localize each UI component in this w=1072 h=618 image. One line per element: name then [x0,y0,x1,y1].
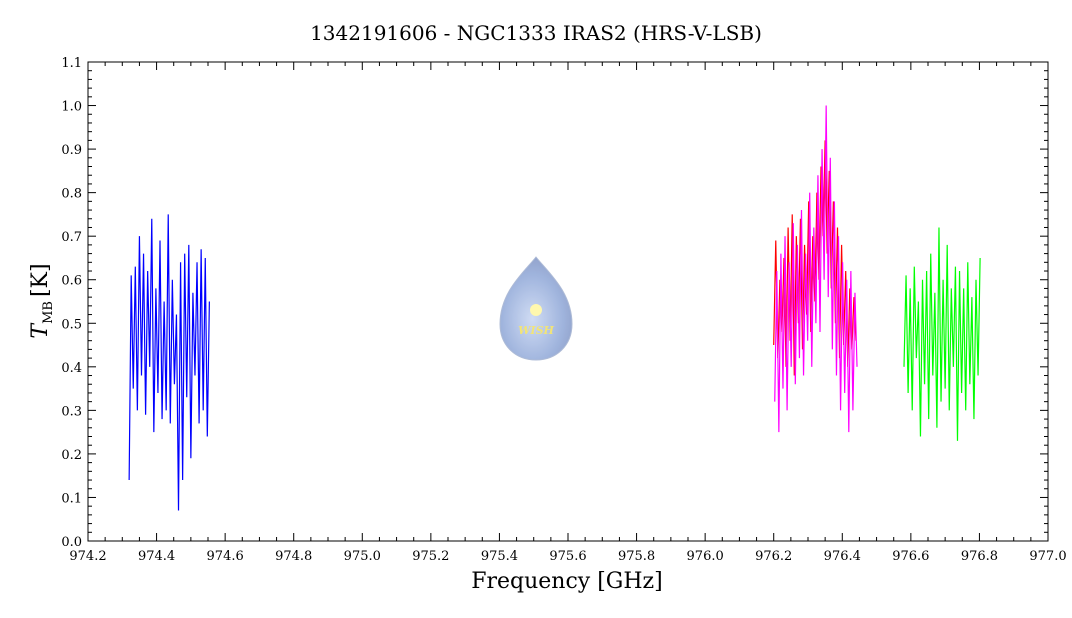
y-label-subscript: MB [41,301,56,324]
spectrum-line [903,227,981,441]
y-tick-label: 0.7 [61,230,82,245]
y-axis-label: TMB [K] [28,263,56,338]
y-tick-label: 0.9 [61,143,82,158]
x-tick-label: 975.0 [344,549,381,564]
plot-area [128,105,981,511]
x-tick-label: 975.4 [481,549,518,564]
y-tick-label: 0.0 [61,535,82,550]
x-tick-label: 976.0 [687,549,724,564]
y-tick-label: 0.8 [61,187,82,202]
x-tick-label: 975.6 [549,549,586,564]
y-tick-label: 0.4 [61,361,82,376]
y-tick-label: 1.1 [61,56,82,71]
y-tick-label: 0.5 [61,317,82,332]
y-tick-label: 0.3 [61,404,82,419]
x-tick-label: 974.8 [275,549,312,564]
y-tick-label: 0.2 [61,448,82,463]
x-tick-label: 974.4 [138,549,175,564]
x-tick-label: 975.2 [412,549,449,564]
logo-text: WISH [518,324,554,337]
x-tick-label: 976.4 [824,549,861,564]
x-tick-label: 976.6 [892,549,929,564]
logo-star [530,304,542,316]
x-tick-label: 976.8 [961,549,998,564]
y-tick-label: 0.6 [61,274,82,289]
spectrum-line [128,214,210,511]
y-label-unit: [K] [28,263,53,297]
x-tick-label: 975.8 [618,549,655,564]
chart-title: 1342191606 - NGC1333 IRAS2 (HRS-V-LSB) [310,21,762,45]
y-tick-label: 1.0 [61,100,82,115]
x-tick-label: 976.2 [755,549,792,564]
x-tick-label: 974.6 [207,549,244,564]
spectrum-line [774,105,858,433]
logo: WISH [499,256,573,361]
y-label-symbol: T [28,322,53,339]
y-tick-label: 0.1 [61,491,82,506]
x-axis-label: Frequency [GHz] [471,569,663,594]
x-tick-label: 974.2 [69,549,106,564]
x-tick-label: 977.0 [1029,549,1066,564]
